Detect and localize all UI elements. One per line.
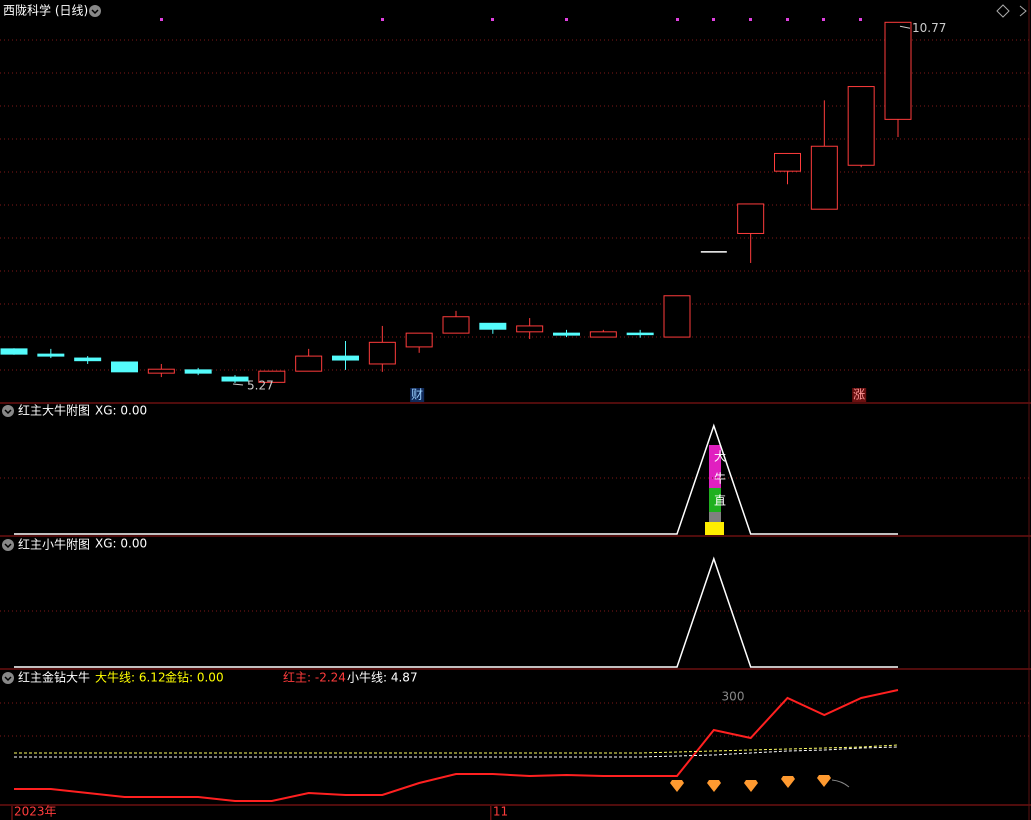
candle-body bbox=[847, 86, 875, 166]
signal-dot bbox=[822, 18, 825, 21]
series-line bbox=[14, 423, 898, 535]
menu-icon[interactable] bbox=[89, 5, 101, 17]
legend-entry: XG: 0.00 bbox=[95, 404, 147, 418]
candle-body bbox=[184, 369, 212, 374]
diamond-icon bbox=[744, 780, 758, 792]
badge-char: 直 bbox=[714, 494, 726, 508]
panel-menu-icon[interactable] bbox=[2, 539, 14, 551]
legend-entry: XG: 0.00 bbox=[95, 537, 147, 551]
event-label: 财 bbox=[411, 388, 423, 402]
candle-body bbox=[258, 370, 286, 383]
series-line bbox=[14, 744, 899, 754]
candle-body bbox=[368, 341, 396, 365]
max-label: 10.77 bbox=[912, 21, 946, 35]
candle-body bbox=[810, 145, 838, 210]
legend-entry: 小牛线: 4.87 bbox=[347, 670, 418, 685]
event-label-bg bbox=[410, 388, 425, 402]
legend-entry: 大牛线: 6.12 bbox=[95, 670, 166, 685]
chevron bbox=[4, 409, 12, 415]
chart-title: 西陇科学 (日线) bbox=[3, 3, 88, 18]
candle-body bbox=[516, 325, 544, 333]
candle-body bbox=[37, 353, 65, 357]
badge-segment bbox=[709, 512, 721, 522]
min-pointer bbox=[232, 383, 244, 386]
x-tick-label: 11 bbox=[493, 805, 508, 819]
signal-dot bbox=[712, 18, 715, 21]
candle-body bbox=[663, 295, 691, 338]
candle-body bbox=[147, 368, 175, 374]
candle-body bbox=[221, 376, 249, 382]
annotation: 300 bbox=[722, 690, 745, 704]
max-pointer bbox=[899, 25, 911, 29]
min-label: 5.27 bbox=[247, 378, 274, 392]
signal-dot bbox=[786, 18, 789, 21]
x-tick-label: 2023年 bbox=[14, 805, 57, 819]
diamond-icon bbox=[707, 780, 721, 792]
diamond-icons bbox=[670, 775, 850, 792]
series-line bbox=[14, 556, 898, 668]
panel-title: 红主大牛附图 bbox=[18, 403, 90, 418]
diamond-icon bbox=[670, 780, 684, 792]
candle-body bbox=[774, 152, 801, 172]
badge: 大 牛 直 bbox=[705, 445, 726, 535]
legend-entry: 红主: -2.24 bbox=[283, 670, 346, 685]
menu-icon-chevron bbox=[91, 9, 99, 15]
event-label: 涨 bbox=[853, 387, 865, 402]
candle-body bbox=[111, 361, 138, 373]
signal-dot bbox=[491, 18, 494, 21]
panel-menu-icon[interactable] bbox=[2, 672, 14, 684]
candle-body bbox=[737, 203, 765, 234]
signal-dots bbox=[160, 18, 862, 21]
chevron bbox=[4, 543, 12, 549]
candle-body bbox=[442, 316, 470, 334]
signal-dot bbox=[749, 18, 752, 21]
arrow-icon[interactable] bbox=[1019, 5, 1027, 17]
panel-title: 红主金钻大牛 bbox=[18, 670, 90, 685]
panel-icons bbox=[2, 405, 14, 684]
panel-title: 红主小牛附图 bbox=[18, 537, 90, 552]
signal-dot bbox=[676, 18, 679, 21]
badge-segment bbox=[709, 488, 721, 512]
candle-body bbox=[479, 322, 507, 330]
candle-body bbox=[626, 332, 654, 336]
candle-body bbox=[295, 355, 323, 372]
signal-dot bbox=[381, 18, 384, 21]
series-line bbox=[14, 746, 899, 758]
candle-body bbox=[74, 357, 102, 362]
series-line bbox=[14, 689, 899, 802]
event-label-bg bbox=[852, 388, 867, 402]
legend-entry: 金钻: 0.00 bbox=[165, 670, 224, 685]
diamond-icon bbox=[817, 775, 831, 787]
badge-segment bbox=[709, 445, 721, 488]
chevron bbox=[4, 676, 12, 682]
panel-menu-icon[interactable] bbox=[2, 405, 14, 417]
signal-dot bbox=[859, 18, 862, 21]
candle-body bbox=[0, 348, 28, 355]
candle-body bbox=[332, 355, 359, 361]
candle-body bbox=[553, 332, 580, 336]
signal-dot bbox=[565, 18, 568, 21]
swoosh bbox=[831, 779, 850, 788]
signal-dot bbox=[160, 18, 163, 21]
diamond-icon[interactable] bbox=[996, 4, 1010, 18]
candle-body bbox=[589, 331, 617, 338]
candle-body bbox=[884, 21, 912, 120]
candle-body bbox=[405, 332, 433, 348]
badge-segment bbox=[705, 522, 724, 535]
diamond-icon bbox=[781, 776, 795, 788]
